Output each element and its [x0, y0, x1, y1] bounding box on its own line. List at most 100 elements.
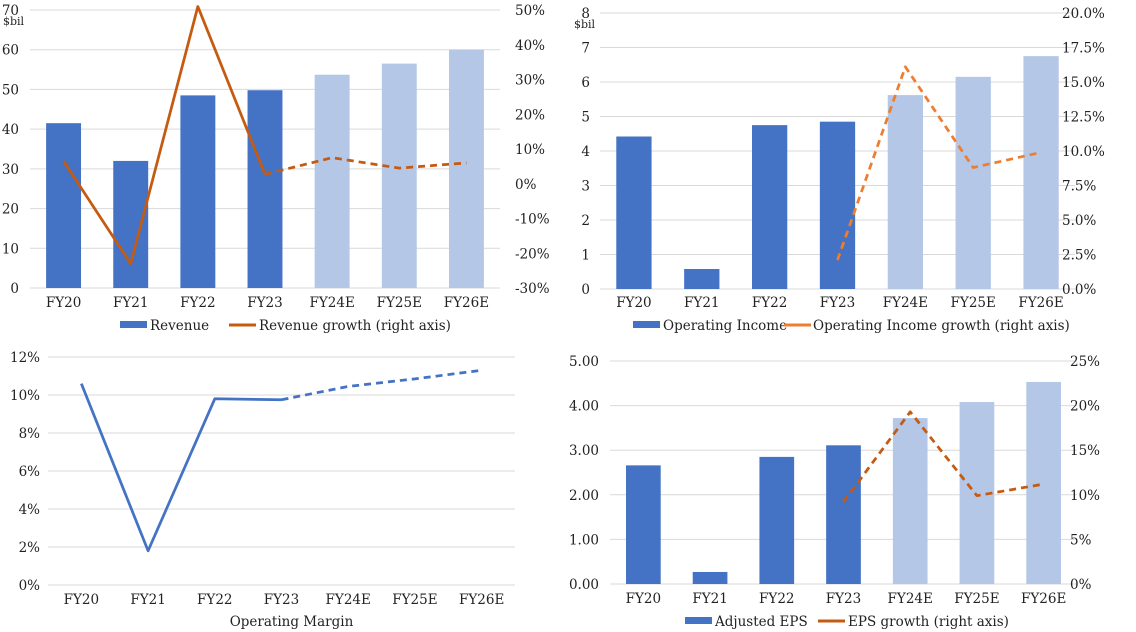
operating-margin-y-tick-label: 2% — [19, 540, 41, 556]
operating-income-x-tick-label: FY25E — [951, 295, 996, 311]
revenue-x-tick-label: FY23 — [247, 295, 282, 311]
revenue-bar — [314, 74, 350, 288]
revenue-x-tick-label: FY25E — [377, 295, 422, 311]
operating-income-x-tick-label: FY20 — [616, 295, 651, 311]
adjusted-eps-y2-tick-label: 10% — [1070, 488, 1100, 504]
revenue-bar — [180, 95, 216, 288]
adjusted-eps-bar — [626, 465, 661, 584]
adjusted-eps-legend-label-line: EPS growth (right axis) — [848, 614, 1009, 630]
operating-income-y-tick-label: 2 — [581, 213, 590, 229]
adjusted-eps-legend-swatch-bars — [685, 617, 712, 624]
operating-income-y-tick-label: 6 — [581, 75, 590, 91]
adjusted-eps-bar — [826, 445, 861, 584]
revenue-y2-tick-label: 20% — [515, 107, 545, 123]
operating-income-unit-label: $bil — [574, 18, 596, 31]
operating-income-legend-label-line: Operating Income growth (right axis) — [813, 318, 1070, 334]
revenue-y2-tick-label: 50% — [515, 3, 545, 19]
operating-margin-y-tick-label: 0% — [19, 578, 41, 594]
revenue-line-solid — [62, 5, 267, 266]
operating-margin-y-tick-label: 10% — [10, 388, 40, 404]
revenue-y2-tick-label: -20% — [515, 246, 550, 262]
operating-income-y2-tick-label: 20.0% — [1062, 6, 1105, 22]
operating-income-legend-swatch-bars — [633, 321, 660, 328]
operating-income-line-dashed — [836, 65, 1042, 261]
operating-income-x-tick-label: FY21 — [684, 295, 719, 311]
revenue-y-tick-label: 0 — [10, 281, 19, 297]
operating-margin-x-tick-label: FY26E — [459, 592, 504, 608]
revenue-x-tick-label: FY24E — [309, 295, 354, 311]
adjusted-eps-bar — [892, 418, 928, 584]
operating-income-bar — [684, 268, 720, 289]
operating-income-y-tick-label: 5 — [581, 110, 590, 126]
operating-income-y2-tick-label: 12.5% — [1062, 110, 1105, 126]
revenue-x-tick-label: FY26E — [444, 295, 489, 311]
operating-margin-x-tick-label: FY24E — [326, 592, 371, 608]
revenue-y2-tick-label: 30% — [515, 73, 545, 89]
operating-income-y2-tick-label: 15.0% — [1062, 75, 1105, 91]
operating-income-y-tick-label: 7 — [581, 41, 590, 57]
adjusted-eps-y-tick-label: 3.00 — [569, 443, 599, 459]
operating-income-bar — [1023, 56, 1059, 289]
revenue-y2-tick-label: 40% — [515, 38, 545, 54]
revenue-x-tick-label: FY21 — [113, 295, 148, 311]
operating-margin-x-tick-label: FY25E — [392, 592, 437, 608]
revenue-y-tick-label: 10 — [2, 241, 19, 257]
adjusted-eps-y-tick-label: 4.00 — [569, 399, 599, 415]
adjusted-eps-bar — [1026, 381, 1061, 584]
revenue-legend-swatch-bars — [120, 321, 147, 328]
operating-income-y2-tick-label: 17.5% — [1062, 41, 1105, 57]
adjusted-eps-x-tick-label: FY23 — [826, 591, 861, 607]
revenue-y-tick-label: 40 — [2, 122, 19, 138]
operating-income-bar — [955, 76, 991, 289]
operating-income-bar — [887, 95, 923, 289]
revenue-y2-tick-label: -30% — [515, 281, 550, 297]
operating-income-x-tick-label: FY24E — [883, 295, 928, 311]
adjusted-eps-y2-tick-label: 0% — [1070, 577, 1092, 593]
operating-income-bar — [819, 121, 856, 289]
revenue-y-tick-label: 70 — [2, 3, 19, 19]
revenue-y2-tick-label: 10% — [515, 142, 545, 158]
revenue-bar — [46, 123, 82, 288]
revenue-y-tick-label: 60 — [2, 43, 19, 59]
revenue-unit-label: $bil — [3, 15, 25, 28]
revenue-bar — [113, 160, 149, 288]
adjusted-eps-x-tick-label: FY22 — [759, 591, 794, 607]
adjusted-eps-x-tick-label: FY25E — [954, 591, 999, 607]
operating-margin-y-tick-label: 4% — [19, 502, 41, 518]
operating-income-y-tick-label: 8 — [581, 6, 590, 22]
adjusted-eps-bar — [759, 456, 795, 584]
operating-margin-line-dashed — [281, 368, 482, 402]
revenue-x-tick-label: FY22 — [180, 295, 215, 311]
revenue-bar — [448, 49, 484, 288]
adjusted-eps-y-tick-label: 1.00 — [569, 532, 599, 548]
revenue-y-tick-label: 50 — [2, 82, 19, 98]
operating-income-y2-tick-label: 5.0% — [1062, 213, 1096, 229]
operating-income-y-tick-label: 1 — [581, 248, 590, 264]
operating-margin-x-tick-label: FY22 — [197, 592, 232, 608]
adjusted-eps-line-dashed — [842, 410, 1044, 503]
operating-income-y2-tick-label: 10.0% — [1062, 144, 1105, 160]
operating-income-y2-tick-label: 7.5% — [1062, 179, 1096, 195]
revenue-bar — [247, 90, 283, 288]
revenue-y-tick-label: 20 — [2, 202, 19, 218]
operating-income-bar — [752, 125, 788, 289]
adjusted-eps-bar — [692, 571, 728, 584]
adjusted-eps-x-tick-label: FY26E — [1021, 591, 1066, 607]
operating-margin-y-tick-label: 8% — [19, 426, 41, 442]
operating-margin-x-tick-label: FY20 — [64, 592, 99, 608]
adjusted-eps-y-tick-label: 5.00 — [569, 354, 599, 370]
operating-margin-y-tick-label: 12% — [10, 350, 40, 366]
adjusted-eps-y2-tick-label: 15% — [1070, 443, 1100, 459]
adjusted-eps-legend-label-bars: Adjusted EPS — [714, 614, 808, 630]
adjusted-eps-y2-tick-label: 20% — [1070, 399, 1100, 415]
revenue-legend-label-line: Revenue growth (right axis) — [259, 318, 451, 334]
adjusted-eps-x-tick-label: FY24E — [888, 591, 933, 607]
operating-margin-x-tick-label: FY23 — [264, 592, 299, 608]
operating-income-y-tick-label: 3 — [581, 179, 590, 195]
revenue-y2-tick-label: 0% — [515, 177, 537, 193]
adjusted-eps-y-tick-label: 0.00 — [569, 577, 599, 593]
operating-margin-x-axis-title: Operating Margin — [230, 614, 354, 630]
operating-income-bar — [616, 136, 652, 289]
operating-income-y2-tick-label: 2.5% — [1062, 248, 1096, 264]
adjusted-eps-x-tick-label: FY20 — [626, 591, 661, 607]
